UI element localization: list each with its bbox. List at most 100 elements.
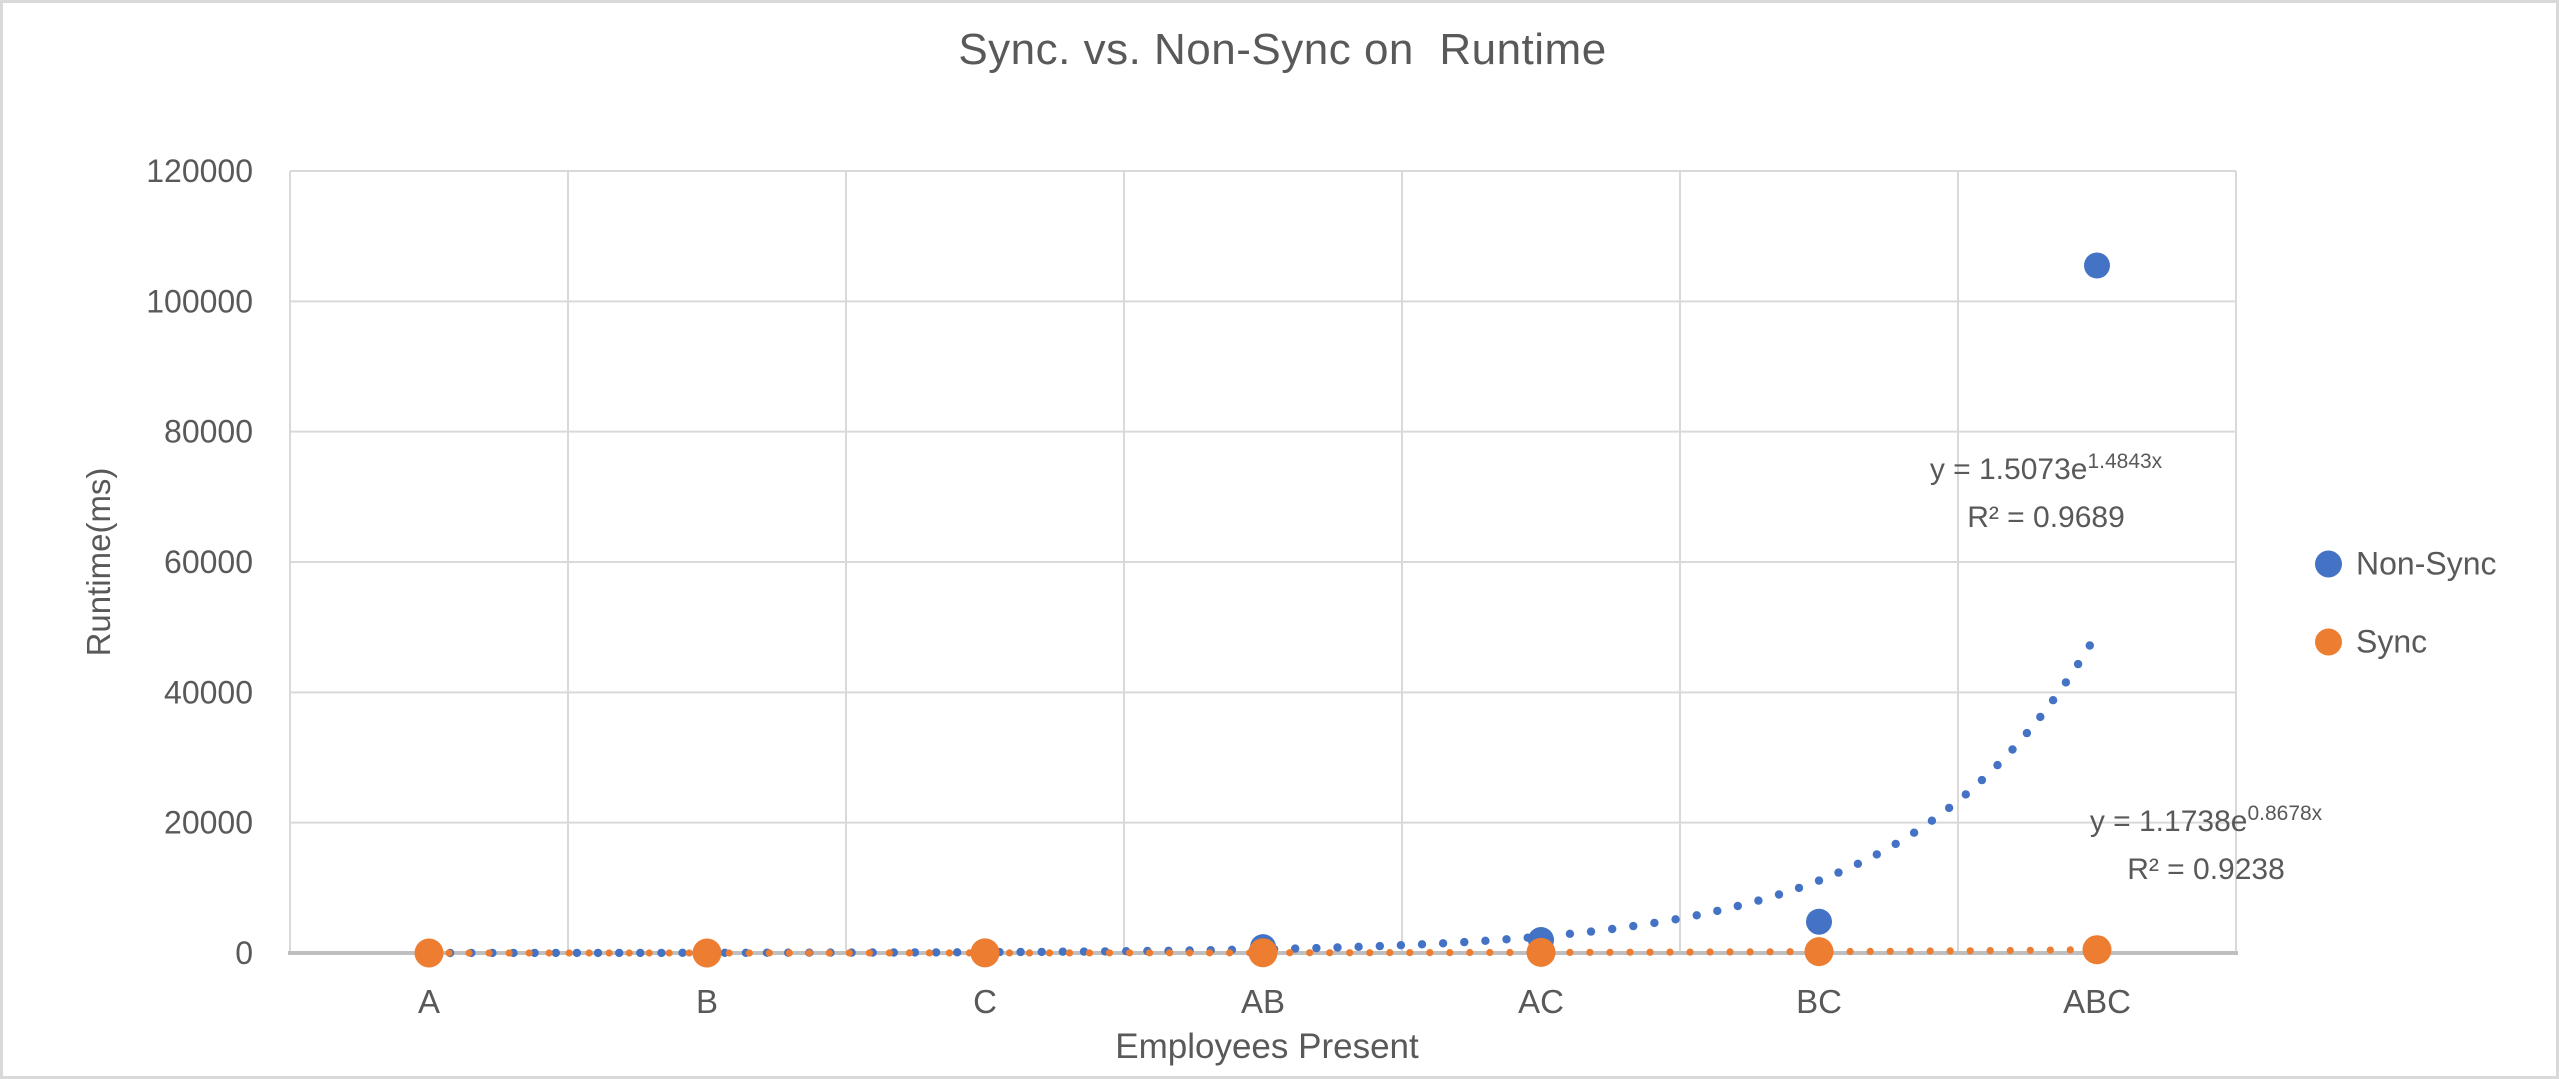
sync-data-point[interactable]	[1248, 938, 1278, 968]
non-sync-trendline-dot	[530, 948, 539, 958]
sync-trendline-dot	[1586, 948, 1594, 956]
sync-trendline-dot	[1386, 949, 1394, 957]
sync-trendline-equation[interactable]: y = 1.1738e0.8678x R² = 0.9238	[2090, 790, 2322, 894]
sync-trendline-dot	[1606, 948, 1614, 956]
non-sync-trendline-dot	[1872, 850, 1882, 859]
non-sync-trendline-dot	[1891, 839, 1900, 849]
non-sync-data-point[interactable]	[2084, 252, 2110, 279]
sync-trendline-dot	[1746, 948, 1754, 956]
sync-trendline-dot	[925, 949, 934, 957]
sync-trendline-dot	[885, 949, 894, 957]
sync-trendline-dot	[1005, 949, 1014, 957]
sync-trendline-dot	[825, 949, 833, 957]
sync-trendline-dot	[1426, 949, 1434, 957]
y-tick-label: 0	[235, 935, 253, 971]
non-sync-trendline-dot	[1460, 937, 1469, 947]
non-sync-trendline-dot	[1961, 790, 1971, 799]
sync-trendline-dot	[1326, 949, 1334, 957]
y-axis-title[interactable]: Runtime(ms)	[80, 467, 117, 657]
sync-trendline-dot	[905, 949, 914, 957]
non-sync-trendline-dot	[1671, 915, 1680, 924]
non-sync-trendline-dot	[572, 948, 582, 958]
non-sync-trendline-dot	[1909, 828, 1919, 837]
sync-trendline-dot	[1166, 949, 1174, 957]
sync-trendline-dot	[1025, 949, 1034, 957]
sync-trendline-dot	[625, 949, 633, 957]
sync-trendline-dot	[1346, 949, 1354, 957]
sync-data-point[interactable]	[970, 938, 1000, 968]
sync-trendline-dot	[665, 949, 673, 957]
non-sync-data-point[interactable]	[1806, 908, 1832, 935]
sync-trendline-dot	[1446, 949, 1454, 957]
sync-data-point[interactable]	[2082, 935, 2112, 965]
non-sync-trendline-dot	[2008, 745, 2017, 754]
sync-trendline-dot	[525, 949, 533, 957]
nonsync-trendline-equation[interactable]: y = 1.5073e1.4843x R² = 0.9689	[1930, 438, 2162, 542]
non-sync-trendline-dot	[931, 948, 941, 957]
legend-item-sync[interactable]: Sync	[2315, 624, 2427, 661]
y-tick-label: 60000	[164, 544, 253, 580]
y-tick-label: 120000	[146, 153, 253, 189]
sync-trendline-dot	[1646, 948, 1654, 956]
non-sync-trendline-dot	[1037, 947, 1046, 957]
non-sync-trendline-dot	[1396, 941, 1406, 950]
non-sync-trendline-dot	[1927, 816, 1937, 825]
non-sync-trendline-dot	[953, 948, 962, 957]
non-sync-trendline-dot	[1814, 876, 1824, 885]
sync-legend-dot-icon	[2315, 628, 2342, 656]
sync-trendline-dot	[1306, 949, 1314, 957]
legend-label-sync: Sync	[2356, 623, 2428, 660]
sync-data-point[interactable]	[692, 938, 722, 968]
sync-trendline-dot	[585, 949, 593, 957]
sync-trendline-dot	[1406, 949, 1414, 957]
y-tick-label: 100000	[146, 283, 253, 319]
x-axis-title[interactable]: Employees Present	[1115, 1027, 1419, 1066]
x-tick-label: AB	[1241, 983, 1285, 1020]
sync-trendline-dot	[1206, 949, 1214, 957]
sync-trendline-dot	[1866, 947, 1874, 956]
sync-data-point[interactable]	[1526, 937, 1556, 967]
non-sync-trendline-dot	[2073, 659, 2083, 669]
sync-trendline-dot	[805, 949, 813, 957]
sync-trendline-dot	[1886, 947, 1894, 955]
non-sync-trendline-dot	[678, 948, 687, 957]
non-sync-trendline-dot	[1586, 927, 1596, 936]
sync-trendline-dot	[1126, 949, 1134, 957]
sync-trendline-dot	[1686, 948, 1694, 956]
chart-title[interactable]: Sync. vs. Non-Sync on Runtime	[958, 25, 1607, 74]
sync-trendline-dot	[605, 949, 613, 957]
sync-trendline-dot	[1666, 948, 1674, 956]
x-tick-label: B	[696, 983, 718, 1020]
sync-trendline-dot	[1726, 948, 1734, 956]
non-sync-trendline-dot	[1794, 883, 1804, 893]
sync-data-point[interactable]	[1804, 937, 1834, 967]
sync-trendline-dot	[565, 949, 573, 957]
sync-trendline-dot	[1766, 948, 1774, 956]
non-sync-trendline-dot	[1417, 940, 1427, 949]
non-sync-trendline-dot	[1502, 935, 1511, 944]
sync-trendline-dot	[1366, 949, 1374, 957]
non-sync-trendline-dot	[2022, 728, 2032, 738]
non-sync-trendline-dot	[2061, 678, 2071, 687]
legend-item-non-sync[interactable]: Non-Sync	[2315, 546, 2497, 583]
non-sync-trendline-dot	[910, 948, 920, 957]
non-sync-trendline-dot	[1754, 896, 1763, 905]
sync-trendline-dot	[1286, 949, 1294, 957]
non-sync-trendline-dot	[657, 948, 666, 958]
sync-equation-line: y = 1.1738e0.8678x	[2089, 802, 2323, 838]
sync-trendline-dot	[1486, 948, 1494, 957]
sync-data-point[interactable]	[414, 938, 444, 968]
non-sync-trendline-dot	[1565, 929, 1575, 938]
non-sync-trendline-dot	[1692, 911, 1701, 920]
sync-trendline-dot	[1105, 949, 1114, 957]
non-sync-trendline-dot	[1375, 941, 1385, 951]
non-sync-trendline-dot	[2085, 641, 2094, 650]
sync-trendline-dot	[1065, 949, 1074, 957]
sync-trendline-dot	[645, 949, 653, 957]
sync-trendline-dot	[2006, 946, 2014, 955]
non-sync-trendline-dot	[1834, 868, 1843, 877]
sync-trendline-dot	[1966, 947, 1974, 955]
x-tick-label: ABC	[2063, 983, 2131, 1020]
sync-trendline-dot	[765, 949, 773, 957]
